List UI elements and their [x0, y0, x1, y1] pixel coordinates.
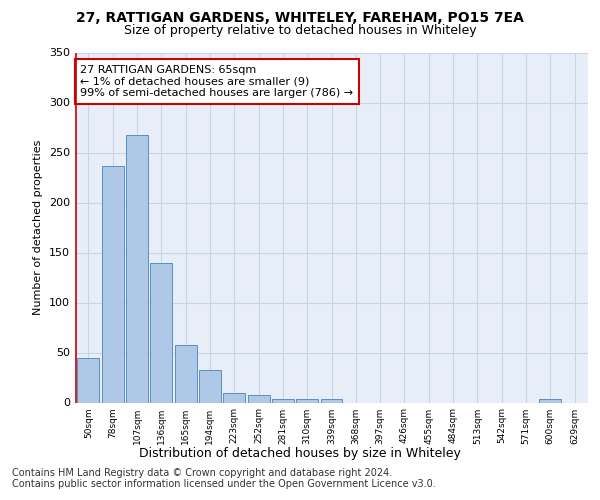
Bar: [248, 394, 269, 402]
Text: Distribution of detached houses by size in Whiteley: Distribution of detached houses by size …: [139, 448, 461, 460]
Bar: [539, 398, 561, 402]
Bar: [126, 134, 148, 402]
Bar: [102, 166, 124, 402]
Bar: [272, 398, 294, 402]
Bar: [199, 370, 221, 402]
Text: Contains HM Land Registry data © Crown copyright and database right 2024.
Contai: Contains HM Land Registry data © Crown c…: [12, 468, 436, 489]
Text: 27 RATTIGAN GARDENS: 65sqm
← 1% of detached houses are smaller (9)
99% of semi-d: 27 RATTIGAN GARDENS: 65sqm ← 1% of detac…: [80, 64, 353, 98]
Y-axis label: Number of detached properties: Number of detached properties: [34, 140, 43, 315]
Bar: [223, 392, 245, 402]
Bar: [151, 262, 172, 402]
Bar: [296, 398, 318, 402]
Text: 27, RATTIGAN GARDENS, WHITELEY, FAREHAM, PO15 7EA: 27, RATTIGAN GARDENS, WHITELEY, FAREHAM,…: [76, 11, 524, 25]
Text: Size of property relative to detached houses in Whiteley: Size of property relative to detached ho…: [124, 24, 476, 37]
Bar: [320, 398, 343, 402]
Bar: [77, 358, 100, 403]
Bar: [175, 344, 197, 403]
